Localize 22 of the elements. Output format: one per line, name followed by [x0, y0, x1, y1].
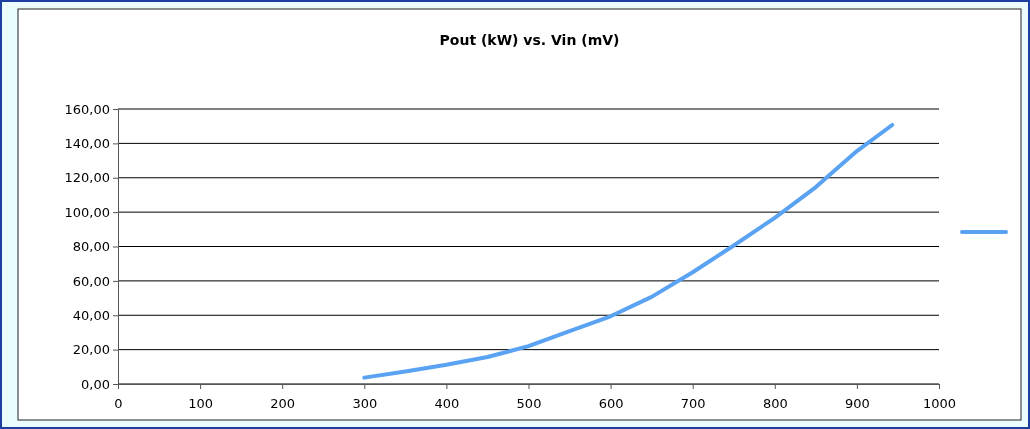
x-tick-label: 100: [188, 395, 214, 411]
chart-title: Pout (kW) vs. Vin (mV): [439, 32, 620, 48]
y-tick-label: 120,00: [64, 170, 110, 186]
x-tick-label: 300: [352, 395, 378, 411]
y-tick-label: 20,00: [72, 342, 110, 358]
x-tick-label: 1000: [922, 395, 957, 411]
x-tick-label: 200: [270, 395, 296, 411]
y-tick-label: 100,00: [64, 204, 110, 220]
x-tick-label: 700: [680, 395, 706, 411]
y-tick-label: 0,00: [81, 376, 110, 392]
x-tick-label: 800: [762, 395, 788, 411]
x-tick-label: 600: [598, 395, 624, 411]
x-tick-label: 400: [434, 395, 460, 411]
x-tick-label: 500: [516, 395, 542, 411]
y-tick-label: 80,00: [72, 239, 110, 255]
y-tick-label: 160,00: [64, 101, 110, 117]
y-tick-label: 40,00: [72, 307, 110, 323]
line-series: [362, 122, 895, 380]
y-tick-label: 140,00: [64, 136, 110, 152]
x-tick-label: 0: [114, 395, 123, 411]
y-tick-label: 60,00: [72, 273, 110, 289]
x-tick-label: 900: [844, 395, 870, 411]
